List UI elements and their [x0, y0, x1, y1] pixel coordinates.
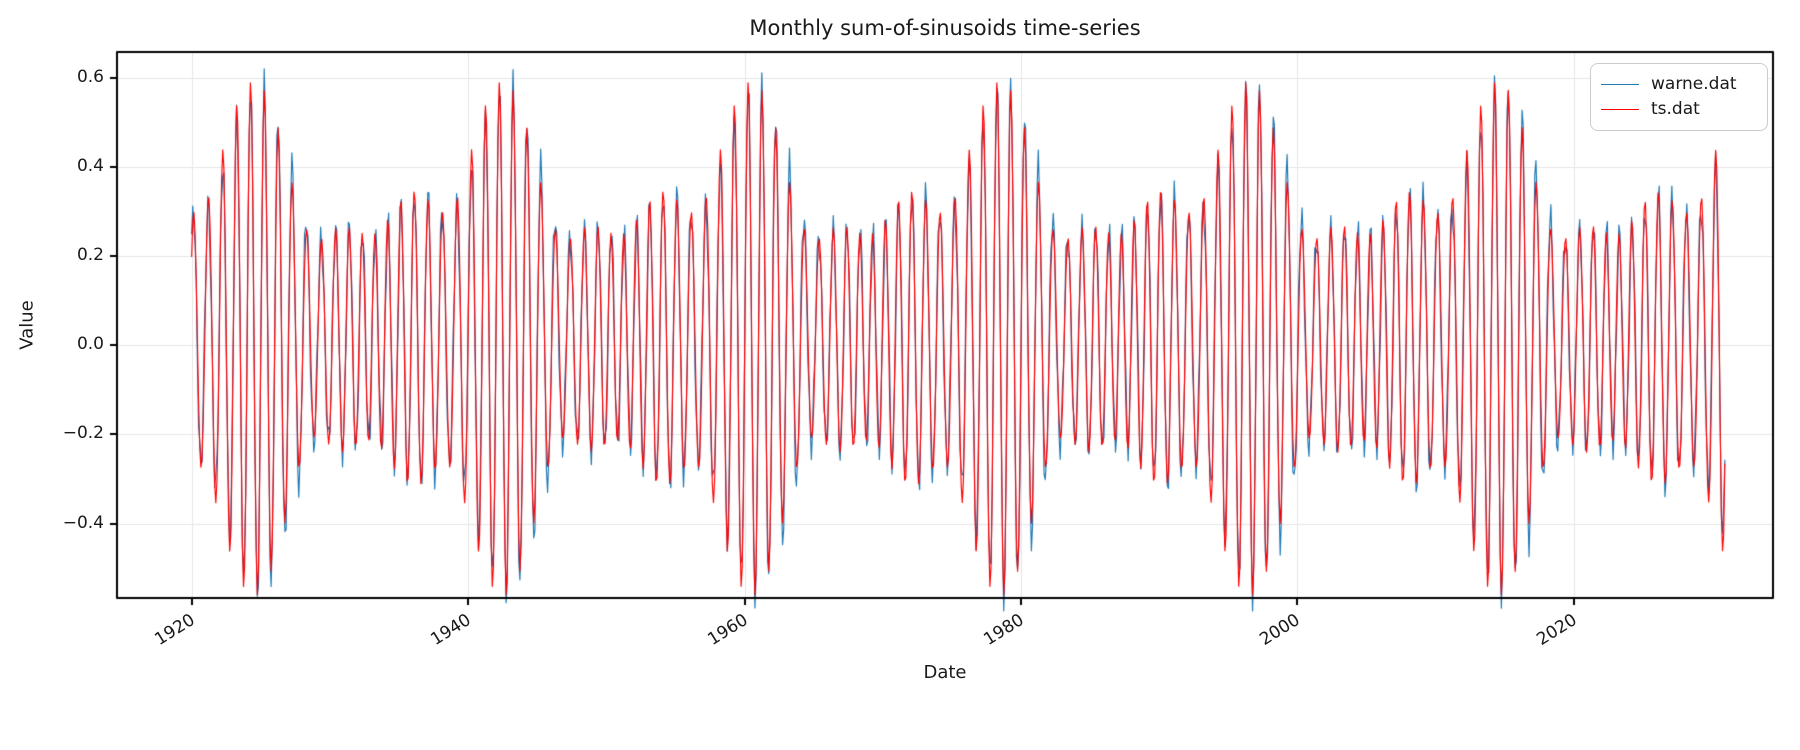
y-tick-label: 0.6: [76, 66, 104, 87]
legend-line-sample-ts: [1601, 108, 1639, 110]
chart-title: Monthly sum-of-sinusoids time-series: [749, 16, 1141, 40]
legend-entry-ts: ts.dat: [1601, 100, 1757, 119]
legend-entry-warne: warne.dat: [1601, 75, 1757, 94]
y-tick-label: −0.4: [62, 512, 104, 533]
x-axis-label: Date: [923, 662, 967, 683]
legend-label-ts: ts.dat: [1651, 99, 1700, 119]
y-tick-label: −0.2: [62, 423, 104, 444]
legend-line-sample-warne: [1601, 84, 1639, 86]
legend-label-warne: warne.dat: [1651, 74, 1737, 95]
y-tick-label: 0.4: [76, 155, 104, 176]
legend: warne.dat ts.dat: [1590, 63, 1768, 131]
y-tick-label: 0.2: [76, 245, 104, 266]
y-tick-label: 0.0: [76, 334, 104, 355]
